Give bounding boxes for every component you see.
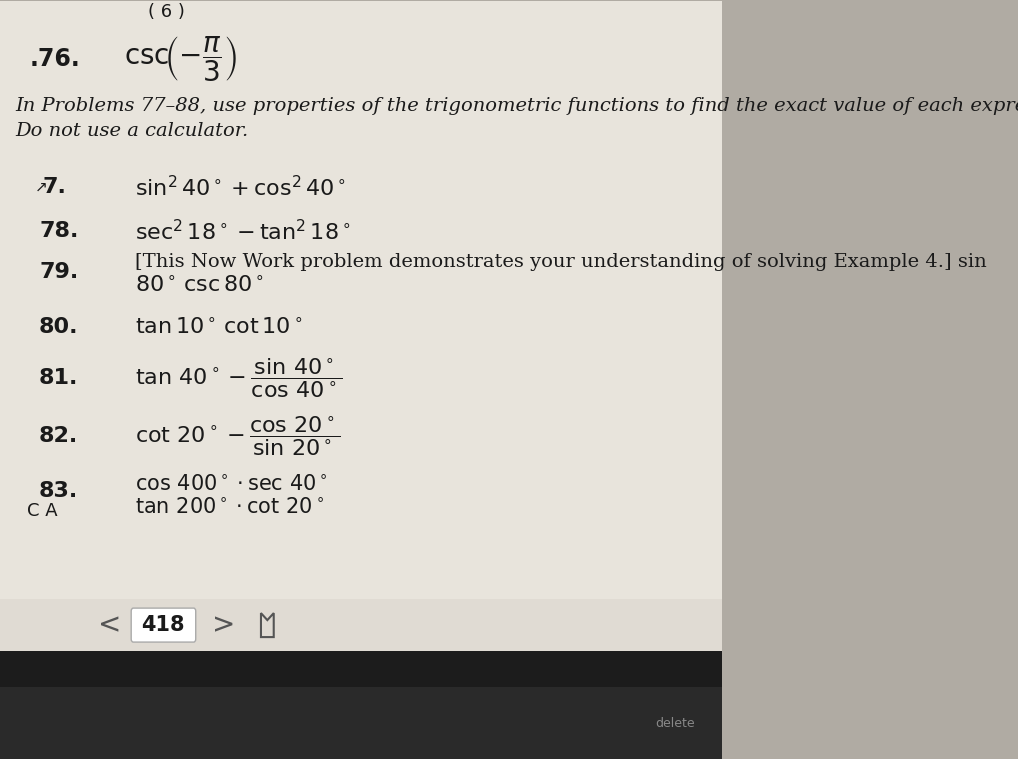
Text: $\tan 10^\circ\,\mathrm{cot}\,10^\circ$: $\tan 10^\circ\,\mathrm{cot}\,10^\circ$ xyxy=(134,317,302,338)
Text: .76.: .76. xyxy=(30,48,80,71)
FancyBboxPatch shape xyxy=(131,608,195,642)
Text: 80.: 80. xyxy=(39,317,78,337)
Text: 81.: 81. xyxy=(39,368,78,389)
Text: 79.: 79. xyxy=(39,263,78,282)
Text: $\sec^2 18^\circ - \tan^2 18^\circ$: $\sec^2 18^\circ - \tan^2 18^\circ$ xyxy=(134,219,350,244)
Text: ( 6 ): ( 6 ) xyxy=(149,2,185,20)
Text: [This Now Work problem demonstrates your understanding of solving Example 4.] si: [This Now Work problem demonstrates your… xyxy=(134,254,986,272)
Bar xyxy=(0,687,722,759)
Text: 7.: 7. xyxy=(43,178,66,197)
Text: $\nearrow$: $\nearrow$ xyxy=(32,180,48,195)
Bar xyxy=(0,651,722,759)
Text: 83.: 83. xyxy=(39,481,78,501)
Text: $\tan\,40^\circ - \dfrac{\sin\,40^\circ}{\cos\,40^\circ}$: $\tan\,40^\circ - \dfrac{\sin\,40^\circ}… xyxy=(134,357,342,400)
Text: $\cos\,400^\circ \cdot \sec\,40^\circ$: $\cos\,400^\circ \cdot \sec\,40^\circ$ xyxy=(134,474,328,494)
Bar xyxy=(0,599,722,651)
Text: >: > xyxy=(212,611,235,639)
Text: $\sin^2 40^\circ + \cos^2 40^\circ$: $\sin^2 40^\circ + \cos^2 40^\circ$ xyxy=(134,175,346,200)
Text: <: < xyxy=(98,611,121,639)
Text: $\mathrm{csc}\!\left(-\dfrac{\pi}{3}\right)$: $\mathrm{csc}\!\left(-\dfrac{\pi}{3}\rig… xyxy=(124,35,237,84)
Text: delete: delete xyxy=(656,716,695,729)
Text: $\tan\,200^\circ \cdot \cot\,20^\circ$: $\tan\,200^\circ \cdot \cot\,20^\circ$ xyxy=(134,497,324,517)
Bar xyxy=(0,1,722,649)
Text: In Problems 77–88, use properties of the trigonometric functions to find the exa: In Problems 77–88, use properties of the… xyxy=(15,97,1018,115)
Text: $\cot\,20^\circ - \dfrac{\cos\,20^\circ}{\sin\,20^\circ}$: $\cot\,20^\circ - \dfrac{\cos\,20^\circ}… xyxy=(134,414,340,458)
Text: 82.: 82. xyxy=(39,427,78,446)
Text: $80^\circ\,\mathrm{csc}\,80^\circ$: $80^\circ\,\mathrm{csc}\,80^\circ$ xyxy=(134,275,264,296)
Text: 418: 418 xyxy=(142,615,185,635)
Text: Do not use a calculator.: Do not use a calculator. xyxy=(15,122,248,140)
Text: C A: C A xyxy=(26,502,58,520)
Text: 78.: 78. xyxy=(39,222,78,241)
